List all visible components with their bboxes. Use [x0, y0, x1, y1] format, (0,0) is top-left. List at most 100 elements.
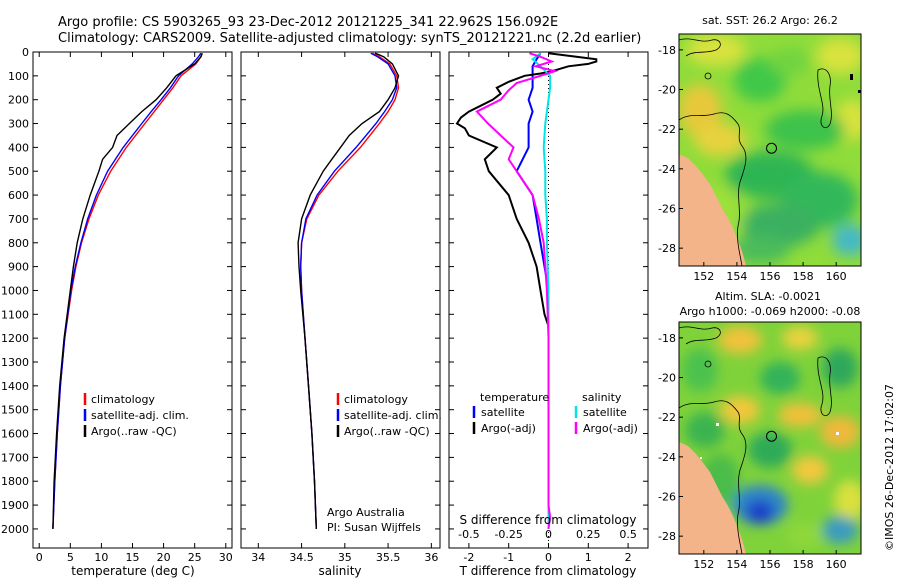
argo-position-marker — [766, 142, 778, 154]
s-tick-label: 0.5 — [619, 528, 637, 541]
y-tick-label: 900 — [8, 261, 29, 274]
legend-label-temp-satellite: satellite — [481, 406, 525, 419]
y-tick-label: 1600 — [1, 428, 29, 441]
y-tick-label: 1000 — [1, 284, 29, 297]
x-tick-label: 15 — [126, 551, 140, 564]
legend-label-argo: Argo(..raw -QC) — [91, 425, 177, 438]
series-line — [299, 52, 398, 529]
map-x-tick-label: 152 — [693, 558, 714, 571]
y-tick-label: 800 — [8, 237, 29, 250]
map-y-tick-label: -24 — [658, 163, 676, 176]
salinity-legend: climatology satellite-adj. clim. Argo(..… — [336, 393, 442, 438]
map-y-tick-label: -20 — [658, 84, 676, 97]
map-y-tick-label: -18 — [658, 44, 676, 57]
series-line — [475, 52, 559, 530]
x-tick-label: 34 — [251, 551, 265, 564]
map-y-tick-label: -22 — [658, 123, 676, 136]
x-tick-label: 36 — [424, 551, 438, 564]
map-y-tick-label: -18 — [658, 332, 676, 345]
legend-label-argo: Argo(..raw -QC) — [344, 425, 430, 438]
legend-label-climatology: climatology — [344, 393, 408, 406]
y-tick-label: 1300 — [1, 356, 29, 369]
salinity-series — [297, 52, 400, 529]
x-tick-label: 2 — [625, 551, 632, 564]
series-line — [299, 52, 400, 529]
legend-header-temperature: temperature — [480, 391, 549, 404]
legend-label-sal-satellite: satellite — [583, 406, 627, 419]
sla-map-title: Altim. SLA: -0.0021 — [715, 290, 821, 303]
map-x-tick-label: 156 — [760, 270, 781, 283]
legend-label-satellite: satellite-adj. clim. — [344, 409, 442, 422]
y-tick-label: 1700 — [1, 451, 29, 464]
temperature-xlabel: temperature (deg C) — [71, 564, 194, 578]
sst-map-ticks: 152 154 156 158 160 -18 -20 -22 -24 -26 -28 — [658, 44, 847, 283]
legend-label-satellite: satellite-adj. clim. — [91, 409, 189, 422]
y-tick-label: 0 — [22, 46, 29, 59]
map-y-tick-label: -20 — [658, 372, 676, 385]
x-tick-label: 0 — [36, 551, 43, 564]
temperature-axes — [32, 51, 233, 549]
y-tick-label: 1100 — [1, 308, 29, 321]
map-y-tick-label: -24 — [658, 451, 676, 464]
y-tick-label: 1900 — [1, 499, 29, 512]
y-tick-label: 200 — [8, 94, 29, 107]
temperature-axis-ticks: 0 5 10 15 20 25 300100200300400500600700800900… — [1, 46, 233, 564]
map-x-tick-label: 158 — [793, 558, 814, 571]
x-tick-label: -1 — [503, 551, 514, 564]
salinity-axis-ticks: 34 34.5 35 35.5 36 — [241, 51, 440, 564]
x-tick-label: 34.5 — [289, 551, 314, 564]
argo-position-marker — [766, 430, 778, 442]
series-line — [515, 52, 550, 529]
sst-map-title: sat. SST: 26.2 Argo: 26.2 — [702, 14, 838, 27]
temperature-legend: climatology satellite-adj. clim. Argo(..… — [83, 393, 189, 438]
map-x-tick-label: 160 — [826, 558, 847, 571]
y-tick-label: 2000 — [1, 523, 29, 536]
map-x-tick-label: 158 — [793, 270, 814, 283]
y-tick-label: 600 — [8, 189, 29, 202]
map-x-tick-label: 154 — [726, 558, 747, 571]
map-x-tick-label: 152 — [693, 270, 714, 283]
y-tick-label: 500 — [8, 165, 29, 178]
x-tick-label: 25 — [188, 551, 202, 564]
x-tick-label: 10 — [94, 551, 108, 564]
x-tick-label: 1 — [585, 551, 592, 564]
s-tick-label: -0.25 — [494, 528, 522, 541]
y-tick-label: 400 — [8, 141, 29, 154]
temperature-series — [52, 52, 203, 529]
sst-map-field — [679, 34, 861, 266]
map-y-tick-label: -28 — [658, 530, 676, 543]
salinity-xlabel: salinity — [318, 564, 361, 578]
x-tick-label: 5 — [67, 551, 74, 564]
x-tick-label: 35 — [338, 551, 352, 564]
sla-map-subtitle: Argo h1000: -0.069 h2000: -0.08 — [680, 305, 861, 318]
y-tick-label: 1200 — [1, 332, 29, 345]
legend-header-salinity: salinity — [582, 391, 622, 404]
sla-map-field — [679, 322, 861, 554]
map-x-tick-label: 156 — [760, 558, 781, 571]
difference-series — [455, 52, 598, 530]
series-line — [455, 52, 598, 529]
header-line-1: Argo profile: CS 5903265_93 23-Dec-2012 … — [58, 15, 558, 30]
map-y-tick-label: -28 — [658, 242, 676, 255]
sla-map-ticks: 152 154 156 158 160 -18 -20 -22 -24 -26 -28 — [658, 332, 847, 571]
legend-label-climatology: climatology — [91, 393, 155, 406]
legend-label-temp-argo: Argo(-adj) — [481, 422, 536, 435]
x-tick-label: 0 — [545, 551, 552, 564]
argo-position-markers — [766, 142, 778, 442]
legend-label-sal-argo: Argo(-adj) — [583, 422, 638, 435]
salinity-axes — [240, 51, 441, 549]
difference-top-label: S difference from climatology — [460, 513, 637, 527]
annotation-argo-australia: Argo Australia — [327, 506, 405, 519]
map-y-tick-label: -26 — [658, 490, 676, 503]
y-tick-label: 1800 — [1, 475, 29, 488]
x-tick-label: -2 — [463, 551, 474, 564]
s-tick-label: -0.5 — [458, 528, 479, 541]
x-tick-label: 30 — [219, 551, 233, 564]
map-x-tick-label: 160 — [826, 270, 847, 283]
series-line — [297, 52, 400, 529]
x-tick-label: 20 — [157, 551, 171, 564]
series-line — [52, 52, 203, 529]
annotation-pi: PI: Susan Wijffels — [327, 521, 421, 534]
